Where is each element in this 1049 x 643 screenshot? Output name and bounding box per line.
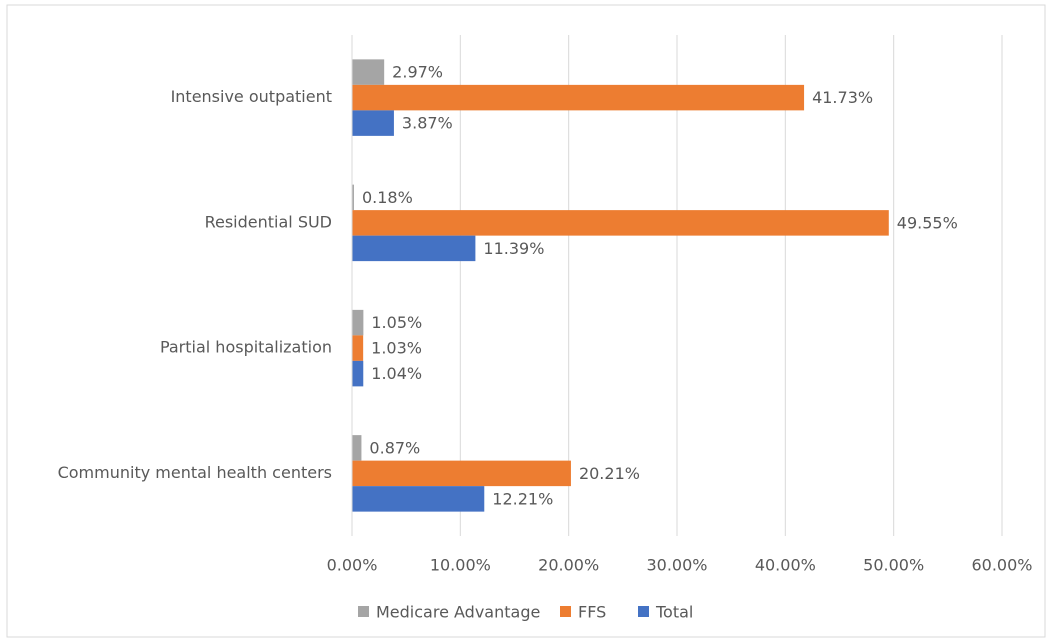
- bar: [352, 335, 364, 361]
- data-label: 49.55%: [897, 213, 958, 232]
- legend-label: Medicare Advantage: [376, 603, 540, 622]
- data-label: 0.18%: [362, 188, 413, 207]
- data-label: 2.97%: [392, 63, 443, 82]
- x-tick-label: 0.00%: [327, 556, 378, 575]
- x-tick-label: 60.00%: [971, 556, 1032, 575]
- data-label: 12.21%: [492, 489, 553, 508]
- x-tick-label: 10.00%: [430, 556, 491, 575]
- data-label: 1.04%: [371, 364, 422, 383]
- x-tick-label: 30.00%: [646, 556, 707, 575]
- bar: [352, 184, 354, 211]
- x-tick-label: 40.00%: [755, 556, 816, 575]
- bar: [352, 59, 385, 85]
- y-tick-label: Residential SUD: [205, 212, 332, 231]
- bar: [352, 360, 364, 387]
- legend-label: Total: [655, 603, 693, 622]
- data-label: 11.39%: [483, 239, 544, 258]
- bar: [352, 309, 364, 336]
- data-label: 41.73%: [812, 88, 873, 107]
- data-label: 1.05%: [371, 313, 422, 332]
- y-tick-label: Community mental health centers: [58, 463, 332, 482]
- data-label: 3.87%: [402, 114, 453, 133]
- bar: [352, 460, 571, 487]
- bar: [352, 235, 476, 262]
- legend-swatch: [638, 606, 649, 617]
- data-label: 0.87%: [369, 438, 420, 457]
- y-tick-label: Intensive outpatient: [171, 87, 332, 106]
- legend-label: FFS: [578, 603, 606, 622]
- bar: [352, 110, 394, 136]
- y-tick-label: Partial hospitalization: [160, 338, 332, 357]
- bar: [352, 210, 889, 236]
- bar: [352, 486, 485, 512]
- bar: [352, 84, 805, 111]
- data-label: 20.21%: [579, 464, 640, 483]
- x-tick-label: 50.00%: [863, 556, 924, 575]
- legend-swatch: [560, 606, 571, 617]
- legend-swatch: [358, 606, 369, 617]
- bar: [352, 435, 362, 461]
- x-tick-label: 20.00%: [538, 556, 599, 575]
- data-label: 1.03%: [371, 339, 422, 358]
